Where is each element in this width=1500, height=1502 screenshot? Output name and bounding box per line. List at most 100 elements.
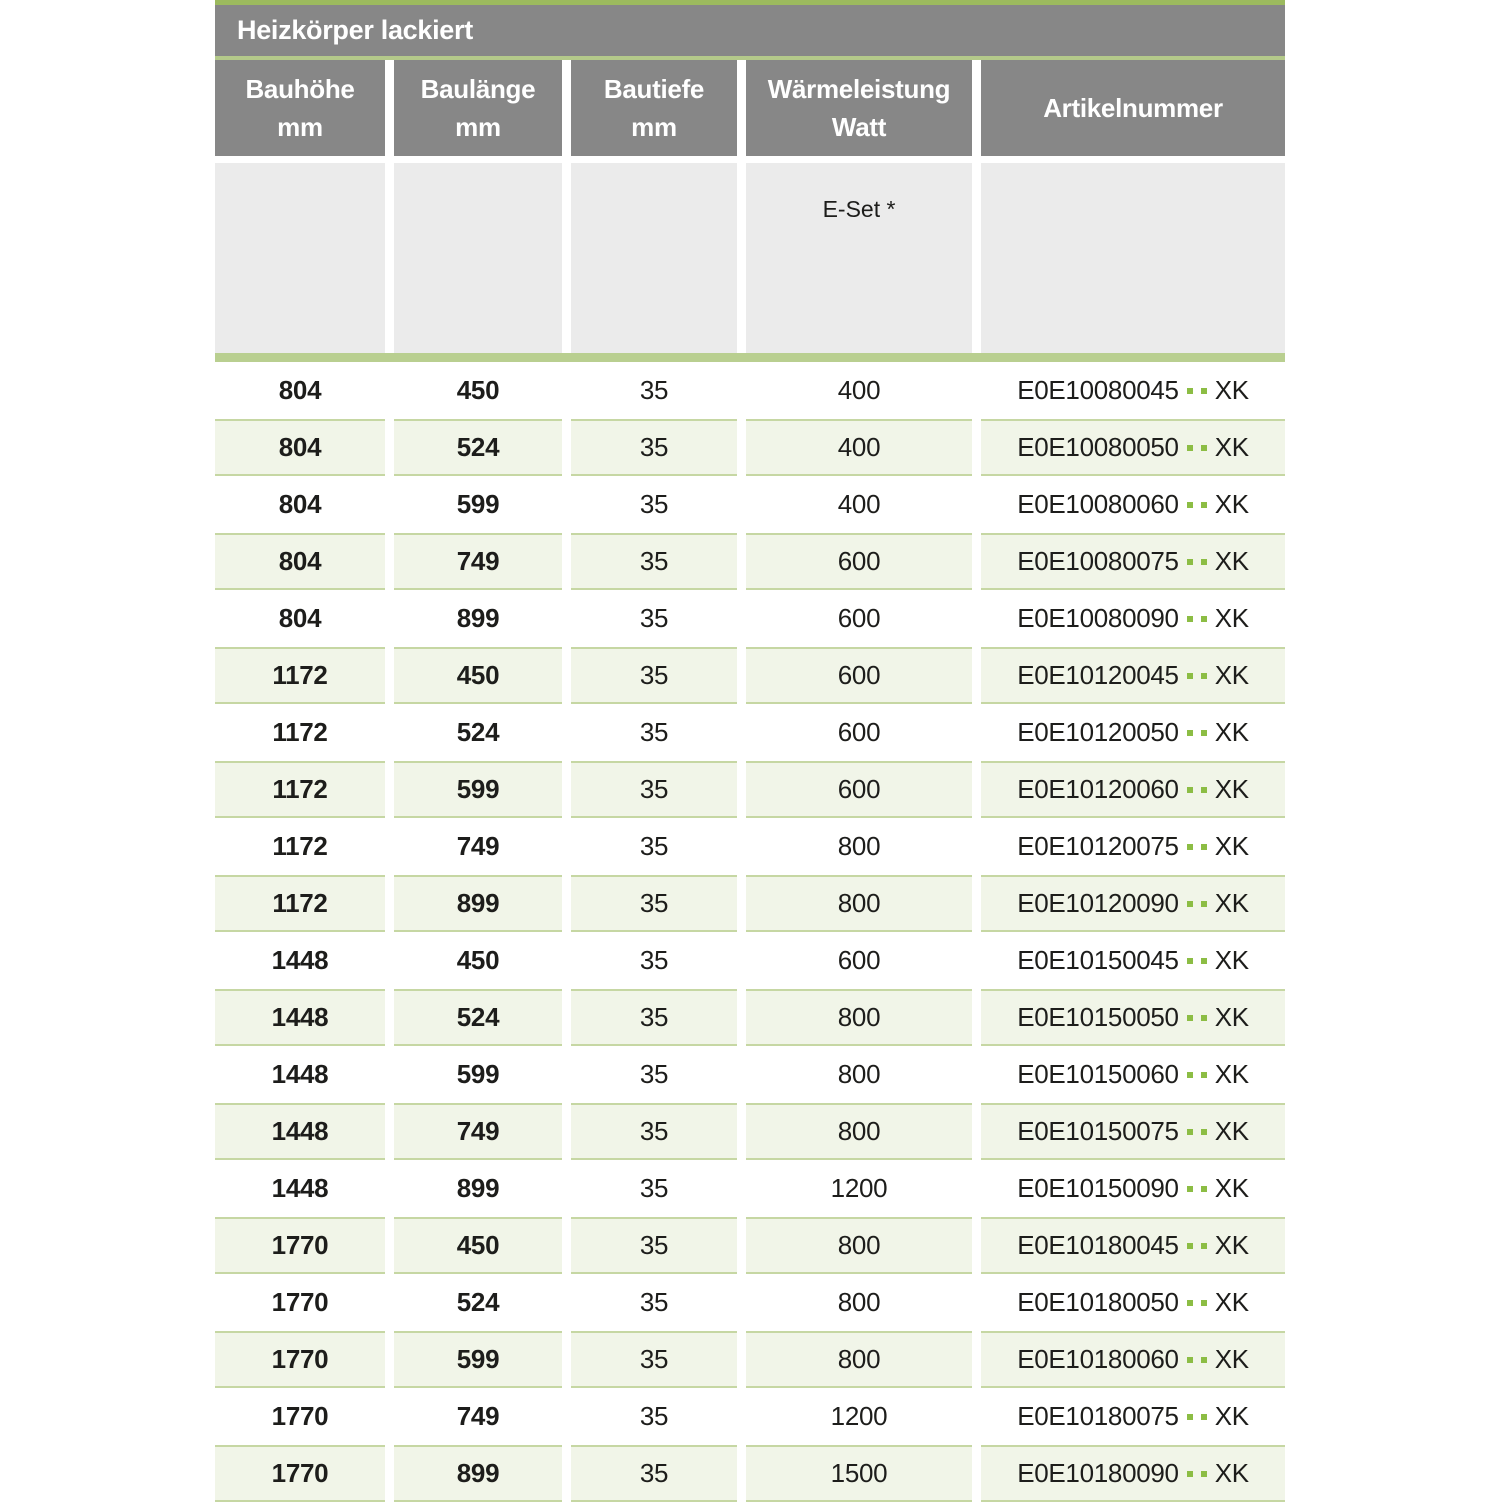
artikel-suffix: XK	[1214, 660, 1249, 690]
column-gap	[972, 419, 981, 476]
subheader-cell	[394, 163, 562, 353]
column-gap	[737, 647, 746, 704]
table-row: 804 599 35 400 E0E10080060 XK	[215, 476, 1285, 533]
column-gap	[972, 875, 981, 932]
cell-bautiefe: 35	[571, 704, 737, 761]
table-row: 1770 899 35 1500 E0E10180090 XK	[215, 1445, 1285, 1502]
header-label: Baulänge	[420, 74, 536, 104]
cell-bautiefe: 35	[571, 1388, 737, 1445]
artikel-code: E0E10120075	[1017, 831, 1179, 861]
artikel-suffix: XK	[1214, 774, 1249, 804]
green-dot-icon	[1200, 1128, 1207, 1135]
column-gap	[972, 1046, 981, 1103]
column-header-artikelnummer: Artikelnummer	[981, 60, 1285, 156]
cell-watt: 800	[746, 875, 972, 932]
column-gap	[737, 1445, 746, 1502]
column-gap	[972, 1160, 981, 1217]
cell-watt: 1200	[746, 1388, 972, 1445]
column-gap	[737, 932, 746, 989]
cell-bautiefe: 35	[571, 1331, 737, 1388]
cell-artikelnummer: E0E10180045 XK	[981, 1217, 1285, 1274]
column-gap	[562, 60, 571, 156]
cell-baulaenge: 599	[394, 476, 562, 533]
column-gap	[737, 476, 746, 533]
table-row: 1770 599 35 800 E0E10180060 XK	[215, 1331, 1285, 1388]
cell-bautiefe: 35	[571, 1160, 737, 1217]
table-row: 1172 899 35 800 E0E10120090 XK	[215, 875, 1285, 932]
column-gap	[385, 419, 394, 476]
green-dot-icon	[1186, 1470, 1193, 1477]
table-row: 1448 899 35 1200 E0E10150090 XK	[215, 1160, 1285, 1217]
cell-artikelnummer: E0E10120075 XK	[981, 818, 1285, 875]
artikel-code: E0E10180045	[1017, 1230, 1179, 1260]
column-gap	[562, 932, 571, 989]
artikel-suffix: XK	[1214, 1344, 1249, 1374]
cell-bautiefe: 35	[571, 476, 737, 533]
column-gap	[562, 163, 571, 353]
header-sublabel: Watt	[831, 112, 887, 142]
cell-artikelnummer: E0E10080050 XK	[981, 419, 1285, 476]
column-gap	[737, 818, 746, 875]
column-gap	[737, 163, 746, 353]
artikel-code: E0E10120050	[1017, 717, 1179, 747]
cell-bautiefe: 35	[571, 419, 737, 476]
column-gap	[385, 590, 394, 647]
cell-bauhoehe: 1448	[215, 1103, 385, 1160]
artikel-code: E0E10180090	[1017, 1458, 1179, 1488]
column-gap	[562, 1217, 571, 1274]
column-gap	[737, 1160, 746, 1217]
title-underline-bar	[215, 56, 1285, 60]
cell-watt: 800	[746, 1046, 972, 1103]
artikel-code: E0E10080075	[1017, 546, 1179, 576]
column-gap	[562, 476, 571, 533]
column-gap	[562, 1160, 571, 1217]
artikel-suffix: XK	[1214, 831, 1249, 861]
column-gap	[737, 533, 746, 590]
artikel-suffix: XK	[1214, 432, 1249, 462]
table-row: 1448 749 35 800 E0E10150075 XK	[215, 1103, 1285, 1160]
column-gap	[972, 932, 981, 989]
green-dot-icon	[1186, 1014, 1193, 1021]
cell-watt: 800	[746, 989, 972, 1046]
green-dot-icon	[1186, 786, 1193, 793]
cell-baulaenge: 899	[394, 1160, 562, 1217]
column-gap	[972, 818, 981, 875]
green-dot-icon	[1200, 729, 1207, 736]
cell-bauhoehe: 1172	[215, 761, 385, 818]
artikel-suffix: XK	[1214, 1287, 1249, 1317]
artikel-code: E0E10080050	[1017, 432, 1179, 462]
artikel-code: E0E10150060	[1017, 1059, 1179, 1089]
cell-bautiefe: 35	[571, 362, 737, 419]
column-gap	[972, 476, 981, 533]
green-dot-icon	[1186, 672, 1193, 679]
column-gap	[972, 761, 981, 818]
artikel-code: E0E10080060	[1017, 489, 1179, 519]
cell-bauhoehe: 804	[215, 533, 385, 590]
cell-artikelnummer: E0E10150075 XK	[981, 1103, 1285, 1160]
column-gap	[385, 932, 394, 989]
green-dot-icon	[1200, 672, 1207, 679]
cell-bautiefe: 35	[571, 647, 737, 704]
column-gap	[972, 1103, 981, 1160]
column-gap	[385, 1103, 394, 1160]
column-gap	[385, 1274, 394, 1331]
header-label: Wärmeleistung	[767, 74, 951, 104]
cell-bautiefe: 35	[571, 1217, 737, 1274]
green-dot-icon	[1186, 1356, 1193, 1363]
cell-bautiefe: 35	[571, 875, 737, 932]
cell-bauhoehe: 1172	[215, 704, 385, 761]
column-gap	[385, 989, 394, 1046]
column-gap	[385, 875, 394, 932]
green-dot-icon	[1186, 843, 1193, 850]
column-gap	[385, 1445, 394, 1502]
cell-artikelnummer: E0E10180090 XK	[981, 1445, 1285, 1502]
subheader-row: E-Set *	[215, 163, 1285, 353]
column-gap	[562, 704, 571, 761]
cell-watt: 800	[746, 818, 972, 875]
cell-bauhoehe: 1770	[215, 1274, 385, 1331]
cell-bauhoehe: 1172	[215, 875, 385, 932]
green-dot-icon	[1200, 615, 1207, 622]
header-separator-gap	[215, 156, 1285, 163]
green-dot-icon	[1186, 1299, 1193, 1306]
column-gap	[385, 476, 394, 533]
